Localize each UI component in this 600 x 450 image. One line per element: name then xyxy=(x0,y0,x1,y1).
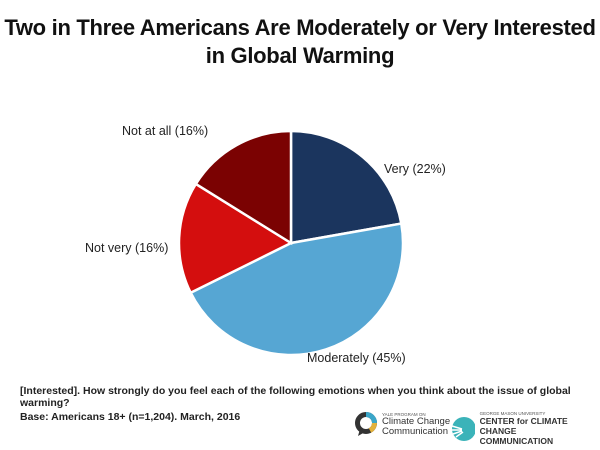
yale-line2: Communication xyxy=(382,425,448,437)
gmu-line2: COMMUNICATION xyxy=(479,436,554,446)
pie-slice-not-at-all xyxy=(194,129,293,246)
yale-logo-icon xyxy=(355,412,377,436)
gmu-small: GEORGE MASON UNIVERSITY xyxy=(479,411,546,416)
label-very: Very (22%) xyxy=(384,162,446,176)
gmu-logo: GEORGE MASON UNIVERSITY CENTER for CLIMA… xyxy=(450,411,600,446)
pie-slice-very xyxy=(289,129,403,245)
label-not-very: Not very (16%) xyxy=(85,241,168,255)
yale-small: YALE PROGRAM ON xyxy=(382,411,426,417)
chart-title: Two in Three Americans Are Moderately or… xyxy=(4,15,596,68)
label-not-at-all: Not at all (16%) xyxy=(122,124,208,138)
pie-slice-not-very xyxy=(177,182,294,295)
yale-line1: Climate Change xyxy=(382,415,451,427)
pie-slice-moderately xyxy=(188,222,405,357)
gmu-logo-icon xyxy=(451,416,475,441)
base-text: Base: Americans 18+ (n=1,204). March, 20… xyxy=(20,411,241,423)
gmu-line1: CENTER for CLIMATE CHANGE xyxy=(479,416,568,436)
label-moderately: Moderately (45%) xyxy=(307,351,406,365)
yale-logo: YALE PROGRAM ON Climate Change Communica… xyxy=(354,411,450,437)
question-text: [Interested]. How strongly do you feel e… xyxy=(20,385,571,409)
